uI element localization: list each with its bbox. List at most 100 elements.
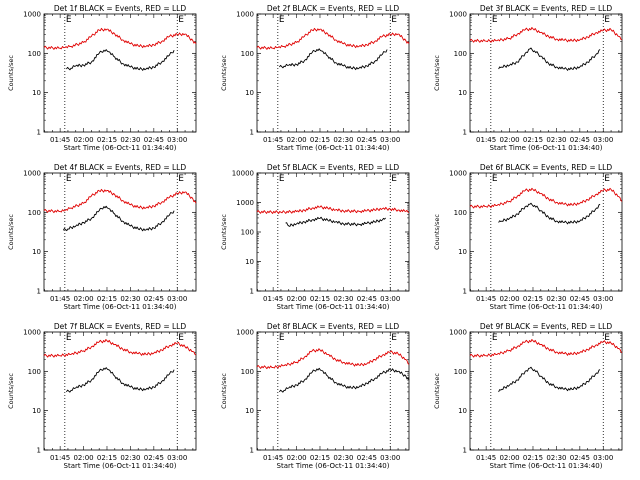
plot-frame [469, 331, 623, 451]
x-tick-label: 01:45 [476, 136, 496, 144]
x-tick-label: 02:30 [333, 136, 353, 144]
y-tick-label: 1 [250, 447, 254, 455]
plot-frame [256, 331, 410, 451]
flag-label: E [492, 174, 498, 184]
x-tick-label: 02:45 [144, 454, 164, 462]
x-tick-label: 02:30 [546, 136, 566, 144]
series-events [66, 367, 175, 393]
x-tick-label: 02:00 [499, 454, 519, 462]
plot-frame [469, 13, 623, 133]
x-tick-label: 02:15 [523, 295, 543, 303]
x-tick-label: 01:45 [263, 136, 283, 144]
x-tick-label: 02:30 [546, 295, 566, 303]
x-tick-label: 02:00 [286, 295, 306, 303]
x-axis-label: Start Time (06-Oct-11 01:34:40) [64, 462, 177, 470]
y-axis-label: Counts/sec [7, 214, 15, 250]
x-tick-label: 01:45 [263, 295, 283, 303]
y-tick-label: 10 [32, 89, 41, 97]
y-tick-label: 1000 [23, 170, 41, 178]
y-axis-label: Counts/sec [7, 373, 15, 409]
y-axis-label: Counts/sec [433, 214, 441, 250]
x-tick-label: 02:00 [73, 454, 93, 462]
y-tick-label: 100 [454, 50, 467, 58]
x-tick-label: 02:15 [97, 136, 117, 144]
y-tick-label: 100 [241, 368, 254, 376]
flag-label: E [66, 174, 72, 184]
panel-title: Det 4f BLACK = Events, RED = LLD [54, 163, 187, 172]
y-axis-label: Counts/sec [7, 55, 15, 91]
y-tick-label: 10 [245, 89, 254, 97]
flag-label: E [279, 15, 285, 25]
chart-panel-4: Det 4f BLACK = Events, RED = LLD 1 10 100 10… [7, 163, 197, 311]
x-tick-label: 02:45 [144, 295, 164, 303]
x-axis-label: Start Time (06-Oct-11 01:34:40) [490, 144, 603, 152]
x-tick-label: 03:00 [593, 136, 613, 144]
panel-title: Det 8f BLACK = Events, RED = LLD [267, 322, 400, 331]
panel-title: Det 7f BLACK = Events, RED = LLD [54, 322, 187, 331]
chart-panel-3: Det 3f BLACK = Events, RED = LLD 1 10 100 10… [433, 4, 623, 152]
chart-panel-9: Det 9f BLACK = Events, RED = LLD 1 10 100 10… [433, 322, 623, 470]
x-axis-label: Start Time (06-Oct-11 01:34:40) [490, 462, 603, 470]
flag-label: E [604, 333, 610, 343]
panel-title: Det 1f BLACK = Events, RED = LLD [54, 4, 187, 13]
x-axis-label: Start Time (06-Oct-11 01:34:40) [490, 303, 603, 311]
x-tick-label: 02:15 [523, 136, 543, 144]
plot-frame [469, 172, 623, 292]
y-axis-label: Counts/sec [220, 373, 228, 409]
plot-frame [256, 172, 410, 292]
y-tick-label: 100 [28, 209, 41, 217]
x-tick-label: 02:15 [97, 295, 117, 303]
flag-label: E [604, 15, 610, 25]
y-tick-label: 1000 [23, 11, 41, 19]
x-tick-label: 02:15 [310, 136, 330, 144]
y-tick-label: 100 [241, 50, 254, 58]
flag-label: E [391, 333, 397, 343]
y-tick-label: 1000 [23, 329, 41, 337]
y-tick-label: 10000 [232, 170, 254, 178]
x-tick-label: 03:00 [593, 295, 613, 303]
x-tick-label: 02:00 [73, 295, 93, 303]
chart-panel-6: Det 6f BLACK = Events, RED = LLD 1 10 100 10… [433, 163, 623, 311]
series-events [279, 367, 410, 393]
x-tick-label: 02:00 [286, 454, 306, 462]
series-lld [469, 339, 623, 358]
y-tick-label: 100 [28, 50, 41, 58]
y-tick-label: 1000 [449, 11, 467, 19]
x-tick-label: 01:45 [50, 136, 70, 144]
y-tick-label: 100 [454, 368, 467, 376]
flag-label: E [391, 174, 397, 184]
chart-panel-1: Det 1f BLACK = Events, RED = LLD 1 10 100 10… [7, 4, 197, 152]
x-tick-label: 01:45 [50, 295, 70, 303]
x-tick-label: 02:45 [357, 454, 377, 462]
series-lld [43, 188, 197, 214]
chart-panel-7: Det 7f BLACK = Events, RED = LLD 1 10 100 10… [7, 322, 197, 470]
y-axis-label: Counts/sec [220, 55, 228, 91]
y-tick-label: 1 [37, 288, 41, 296]
x-tick-label: 02:45 [570, 295, 590, 303]
x-tick-label: 02:45 [357, 295, 377, 303]
x-tick-label: 02:30 [333, 454, 353, 462]
x-tick-label: 01:45 [50, 454, 70, 462]
plot-frame [43, 172, 197, 292]
panel-title: Det 2f BLACK = Events, RED = LLD [267, 4, 400, 13]
series-events [285, 216, 386, 227]
plot-frame [256, 13, 410, 133]
x-tick-label: 02:15 [97, 454, 117, 462]
y-tick-label: 1000 [449, 329, 467, 337]
series-events [498, 366, 601, 393]
x-tick-label: 02:45 [570, 136, 590, 144]
y-tick-label: 10 [245, 258, 254, 266]
series-events [498, 202, 601, 225]
flag-label: E [66, 333, 72, 343]
x-axis-label: Start Time (06-Oct-11 01:34:40) [64, 303, 177, 311]
x-tick-label: 03:00 [167, 136, 187, 144]
x-tick-label: 02:45 [144, 136, 164, 144]
plot-frame [43, 13, 197, 133]
x-tick-label: 02:15 [523, 454, 543, 462]
x-tick-label: 02:30 [120, 136, 140, 144]
y-axis-label: Counts/sec [433, 55, 441, 91]
y-tick-label: 100 [454, 209, 467, 217]
plot-frame [43, 331, 197, 451]
series-lld [256, 27, 410, 50]
